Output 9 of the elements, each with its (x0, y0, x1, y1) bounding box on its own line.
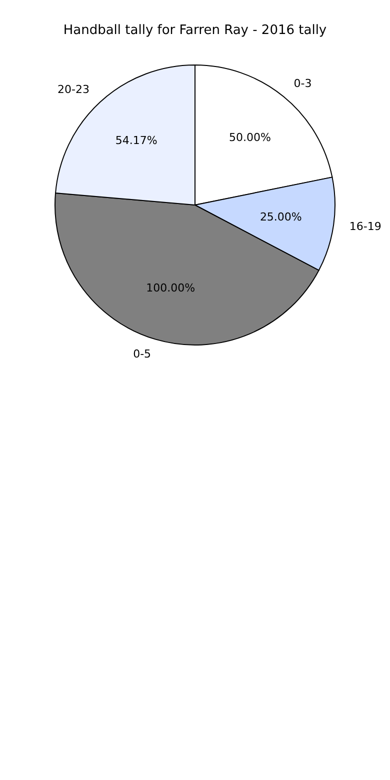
slice-label: 0-3 (294, 77, 312, 90)
data-label: 50.00% (228, 130, 271, 144)
data-label: 54.17% (115, 134, 158, 148)
data-label: 100.00% (146, 281, 196, 294)
data-label: 25.00% (260, 210, 302, 224)
chart-title: Handball tally for Farren Ray - 2016 tally (63, 23, 327, 38)
slice-label: 0-5 (133, 348, 152, 361)
slice-label: 20-23 (58, 83, 90, 96)
slice-label: 16-19 (349, 220, 382, 234)
